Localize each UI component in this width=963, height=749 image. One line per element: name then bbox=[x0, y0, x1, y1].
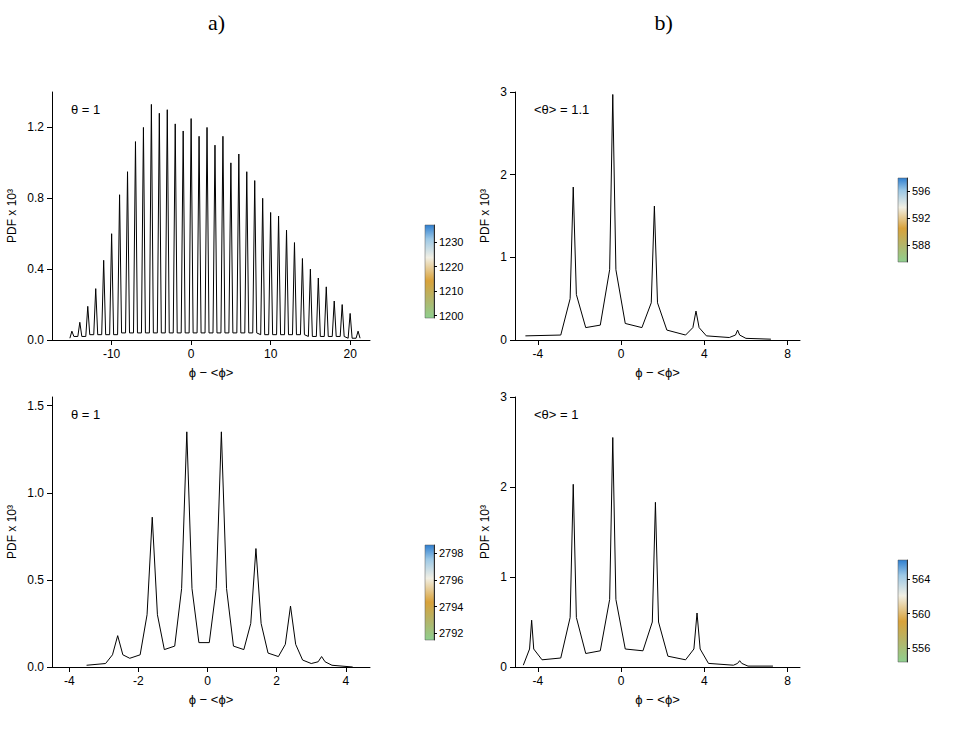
svg-text:8: 8 bbox=[784, 674, 791, 688]
svg-text:560: 560 bbox=[912, 608, 930, 620]
svg-text:0: 0 bbox=[618, 347, 625, 361]
svg-text:b): b) bbox=[655, 10, 673, 35]
svg-text:0.4: 0.4 bbox=[27, 262, 44, 276]
svg-text:ϕ − <ϕ>: ϕ − <ϕ> bbox=[635, 692, 680, 707]
svg-text:10: 10 bbox=[264, 347, 278, 361]
svg-text:0.5: 0.5 bbox=[27, 573, 44, 587]
svg-text:θ = 1: θ = 1 bbox=[71, 102, 100, 117]
svg-text:ϕ − <ϕ>: ϕ − <ϕ> bbox=[189, 692, 234, 707]
svg-text:θ = 1: θ = 1 bbox=[71, 407, 100, 422]
svg-text:8: 8 bbox=[784, 347, 791, 361]
svg-text:592: 592 bbox=[912, 212, 930, 224]
svg-text:564: 564 bbox=[912, 573, 930, 585]
svg-text:2: 2 bbox=[500, 480, 507, 494]
svg-text:PDF x 10³: PDF x 10³ bbox=[5, 189, 19, 243]
svg-text:<θ> = 1: <θ> = 1 bbox=[534, 407, 578, 422]
svg-text:-4: -4 bbox=[533, 674, 544, 688]
svg-text:556: 556 bbox=[912, 642, 930, 654]
svg-text:ϕ − <ϕ>: ϕ − <ϕ> bbox=[635, 365, 680, 380]
svg-text:596: 596 bbox=[912, 185, 930, 197]
svg-text:PDF x 10³: PDF x 10³ bbox=[5, 505, 19, 559]
svg-text:1210: 1210 bbox=[439, 285, 463, 297]
svg-text:2794: 2794 bbox=[439, 601, 463, 613]
svg-text:1.0: 1.0 bbox=[27, 486, 44, 500]
svg-text:-2: -2 bbox=[133, 674, 144, 688]
svg-text:2798: 2798 bbox=[439, 547, 463, 559]
svg-text:3: 3 bbox=[500, 390, 507, 404]
svg-text:588: 588 bbox=[912, 239, 930, 251]
svg-text:4: 4 bbox=[701, 347, 708, 361]
svg-text:2: 2 bbox=[273, 674, 280, 688]
svg-text:2792: 2792 bbox=[439, 627, 463, 639]
svg-text:1220: 1220 bbox=[439, 261, 463, 273]
svg-text:0: 0 bbox=[500, 333, 507, 347]
svg-text:PDF x 10³: PDF x 10³ bbox=[478, 189, 492, 243]
svg-text:-4: -4 bbox=[533, 347, 544, 361]
svg-text:0: 0 bbox=[618, 674, 625, 688]
svg-text:0: 0 bbox=[500, 660, 507, 674]
svg-text:0.0: 0.0 bbox=[27, 660, 44, 674]
svg-text:1230: 1230 bbox=[439, 236, 463, 248]
svg-text:1200: 1200 bbox=[439, 310, 463, 322]
svg-text:1.5: 1.5 bbox=[27, 399, 44, 413]
svg-text:1: 1 bbox=[500, 570, 507, 584]
svg-text:1.2: 1.2 bbox=[27, 120, 44, 134]
svg-text:PDF x 10³: PDF x 10³ bbox=[478, 505, 492, 559]
svg-text:3: 3 bbox=[500, 85, 507, 99]
svg-text:1: 1 bbox=[500, 250, 507, 264]
svg-text:0: 0 bbox=[188, 347, 195, 361]
svg-text:-10: -10 bbox=[103, 347, 121, 361]
svg-text:<θ> = 1.1: <θ> = 1.1 bbox=[534, 102, 589, 117]
svg-text:0.8: 0.8 bbox=[27, 191, 44, 205]
svg-text:4: 4 bbox=[342, 674, 349, 688]
svg-text:a): a) bbox=[208, 10, 225, 35]
svg-text:2796: 2796 bbox=[439, 574, 463, 586]
svg-text:0: 0 bbox=[204, 674, 211, 688]
svg-text:4: 4 bbox=[701, 674, 708, 688]
svg-text:0.0: 0.0 bbox=[27, 333, 44, 347]
svg-text:2: 2 bbox=[500, 168, 507, 182]
svg-text:20: 20 bbox=[343, 347, 357, 361]
svg-text:ϕ − <ϕ>: ϕ − <ϕ> bbox=[189, 365, 234, 380]
svg-text:-4: -4 bbox=[64, 674, 75, 688]
